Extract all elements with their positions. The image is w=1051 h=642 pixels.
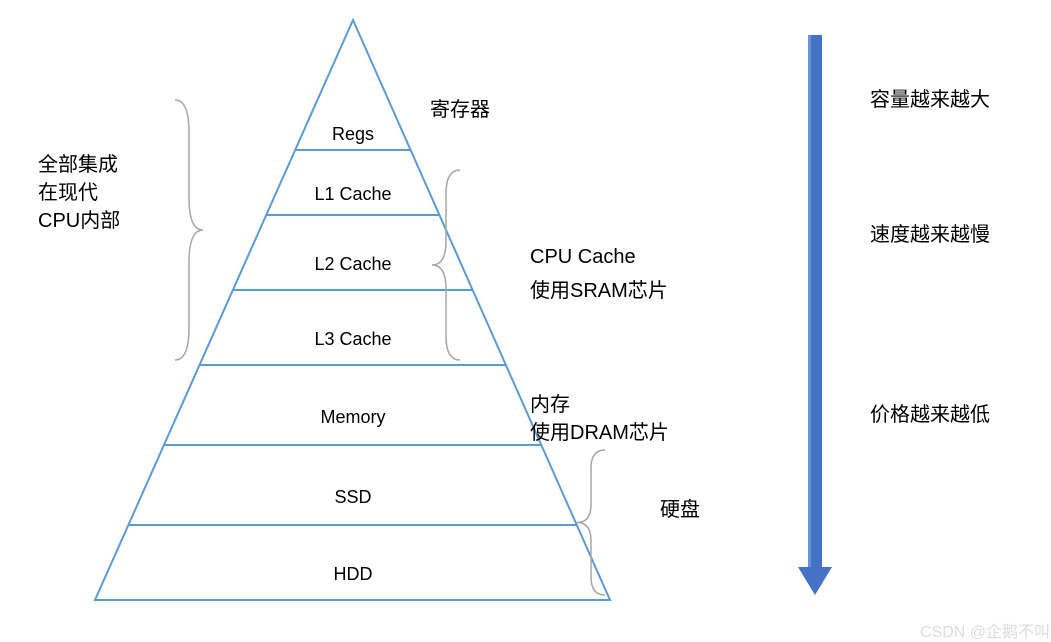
- memory-annotation-line: 内存: [530, 388, 570, 417]
- disk-annotation: 硬盘: [660, 493, 700, 522]
- pyramid-level-4: Memory: [320, 407, 385, 428]
- watermark: CSDN @企鹅不叫: [920, 618, 1050, 642]
- left-annotation-line: 在现代: [38, 176, 98, 205]
- brace: [175, 100, 203, 360]
- register-label: 寄存器: [430, 93, 490, 122]
- brace: [577, 450, 605, 595]
- pyramid-level-2: L2 Cache: [314, 254, 391, 275]
- arrow-label-1: 速度越来越慢: [870, 218, 990, 247]
- pyramid-level-6: HDD: [334, 564, 373, 585]
- pyramid-level-5: SSD: [334, 487, 371, 508]
- arrow-label-0: 容量越来越大: [870, 83, 990, 112]
- pyramid-level-0: Regs: [332, 124, 374, 145]
- pyramid-level-1: L1 Cache: [314, 184, 391, 205]
- arrow-head: [798, 567, 832, 595]
- cache-annotation-line: CPU Cache: [530, 246, 636, 269]
- pyramid-level-3: L3 Cache: [314, 329, 391, 350]
- memory-annotation-line: 使用DRAM芯片: [530, 416, 669, 445]
- left-annotation-line: CPU内部: [38, 204, 120, 233]
- pyramid-outline: [95, 20, 610, 600]
- arrow-label-2: 价格越来越低: [870, 398, 990, 427]
- cache-annotation-line: 使用SRAM芯片: [530, 274, 668, 303]
- brace: [432, 170, 460, 360]
- left-annotation-line: 全部集成: [38, 148, 118, 177]
